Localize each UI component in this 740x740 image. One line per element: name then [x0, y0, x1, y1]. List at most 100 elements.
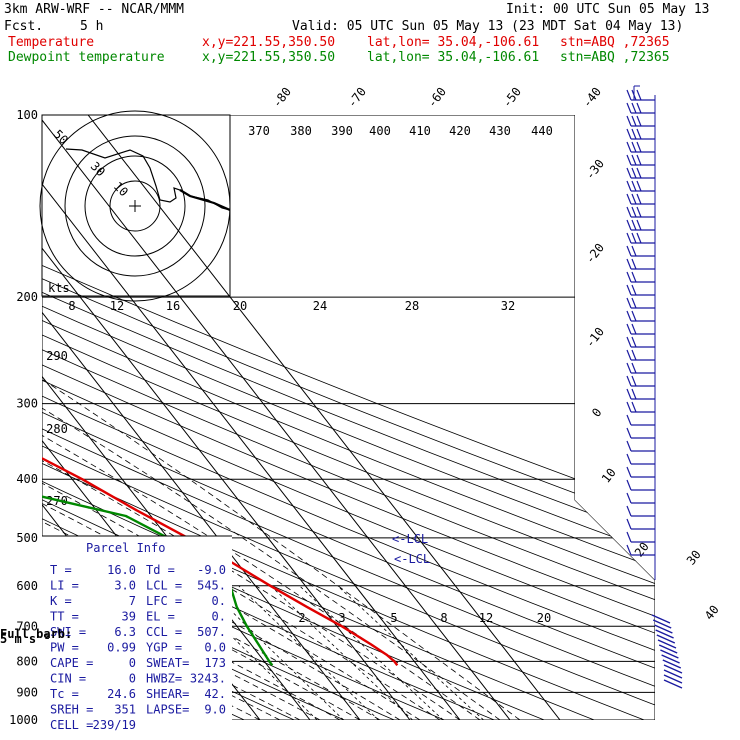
wind-barb-low: [651, 614, 671, 624]
parcel-key: PW =: [50, 641, 79, 655]
theta-label: 390: [331, 124, 353, 138]
hodograph-trace: [65, 148, 231, 211]
wind-barb-flag: [631, 388, 637, 400]
isotherm-label: -40: [580, 85, 604, 111]
dewpoint-xy: x,y=221.55,350.50: [202, 50, 336, 65]
isotherm-line: [42, 115, 511, 720]
wind-barb-flag: [636, 232, 642, 244]
parcel-value: 351: [114, 703, 136, 717]
wind-barb-low: [652, 619, 672, 629]
wind-barb-flag: [626, 297, 632, 309]
dewpoint-line: [42, 115, 274, 667]
wind-barb-flag: [626, 466, 632, 478]
wind-barb-flag: [626, 154, 632, 166]
pressure-label: 500: [16, 531, 38, 545]
wind-barb-flag: [626, 193, 632, 205]
barb-legend-text: Full barb:: [0, 627, 72, 641]
dry-adiabat: [42, 115, 655, 720]
init-time: Init: 00 UTC Sun 05 May 13: [506, 2, 710, 17]
parcel-key: SWEAT=: [146, 656, 189, 670]
wind-barb-flag: [626, 323, 632, 335]
pressure-label: 200: [16, 290, 38, 304]
parcel-key: TT =: [50, 610, 79, 624]
wind-barb-low: [661, 654, 680, 664]
isotherm-label: 10: [599, 466, 619, 486]
theta-label: 420: [449, 124, 471, 138]
wind-barb-flag: [631, 219, 637, 231]
temperature-line: [42, 115, 399, 667]
wind-barb-flag: [626, 375, 632, 387]
wind-barb-flag: [636, 154, 642, 166]
wind-barb-flag: [626, 349, 632, 361]
wind-barb-flag: [636, 206, 642, 218]
isotherm-label: -50: [500, 85, 524, 111]
wind-barb-flag: [626, 388, 632, 400]
valid-time: Valid: 05 UTC Sun 05 May 13 (23 MDT Sat …: [292, 19, 684, 34]
isotherm-line: [42, 115, 461, 720]
dry-adiabat: [42, 115, 655, 720]
wind-barb-flag: [626, 219, 632, 231]
mixing-ratio-line: [337, 585, 484, 720]
isotherm-label: -30: [583, 157, 607, 183]
wind-barb-flag: [636, 193, 642, 205]
theta-label: 380: [290, 124, 312, 138]
barb-legend-text: 5 m s⁻¹: [0, 632, 51, 646]
isotherm-label: 40: [702, 603, 722, 623]
wind-barb-flag: [636, 180, 642, 192]
parcel-value: 239/19: [93, 718, 136, 732]
wind-barb-low: [663, 674, 683, 684]
hodograph-speed-label: 24: [313, 299, 327, 313]
wind-barb-flag: [636, 89, 642, 101]
wind-barb-low: [663, 679, 683, 689]
moist-adiabat: [42, 296, 381, 720]
wind-barb-flag: [631, 245, 637, 257]
moist-adiabat: [42, 296, 521, 720]
dry-adiabat: [42, 115, 655, 720]
hodograph-speed-label: 16: [166, 299, 180, 313]
dry-adiabat: [42, 115, 645, 720]
mixing-ratio-label: 3: [338, 611, 345, 625]
wind-barb-flag: [631, 128, 637, 140]
parcel-value: 507.: [197, 625, 226, 639]
wind-barb-flag: [631, 89, 637, 101]
theta-label-left: 290: [46, 349, 68, 363]
mixing-ratio-line: [299, 585, 444, 720]
wind-barb-flag: [626, 271, 632, 283]
parcel-key: Td =: [146, 563, 175, 577]
wind-barb-flag: [626, 479, 632, 491]
forecast-label: Fcst.: [4, 19, 44, 34]
theta-label: 410: [409, 124, 431, 138]
wind-barb-flag: [631, 310, 637, 322]
wind-barb-flag: [626, 89, 632, 101]
wind-barb-flag: [631, 323, 637, 335]
wind-barb-low: [663, 669, 683, 679]
dry-adiabat: [42, 115, 655, 720]
wind-barb-flag: [631, 271, 637, 283]
parcel-key: LAPSE=: [146, 703, 189, 717]
wind-barb-flag: [631, 154, 637, 166]
parcel-key: T =: [50, 563, 72, 577]
parcel-value: 42.: [204, 687, 226, 701]
dewpoint-latlon: lat,lon= 35.04,-106.61: [367, 50, 540, 65]
wind-barb-flag: [626, 531, 632, 543]
parcel-key: K =: [50, 594, 72, 608]
parcel-value: 24.6: [107, 687, 136, 701]
parcel-key: CELL =: [50, 718, 93, 732]
wind-barb-flag: [626, 492, 632, 504]
theta-label: 440: [531, 124, 553, 138]
mixing-ratio-line: [238, 585, 379, 720]
wind-barb-flag: [626, 245, 632, 257]
wind-barb-flag: [626, 141, 632, 153]
hodograph-ring: [84, 155, 186, 257]
pressure-label: 900: [16, 685, 38, 699]
dewpoint-label: Dewpoint temperature: [8, 50, 165, 65]
theta-label: 400: [369, 124, 391, 138]
theta-label-left: 280: [46, 422, 68, 436]
parcel-key: CIN =: [50, 672, 86, 686]
parcel-info-title: Parcel Info: [86, 541, 165, 555]
wind-barb-flag: [626, 362, 632, 374]
theta-label: 430: [489, 124, 511, 138]
theta-label: 370: [248, 124, 270, 138]
wind-barb-low: [657, 639, 677, 649]
wind-barb-flag: [626, 401, 632, 413]
